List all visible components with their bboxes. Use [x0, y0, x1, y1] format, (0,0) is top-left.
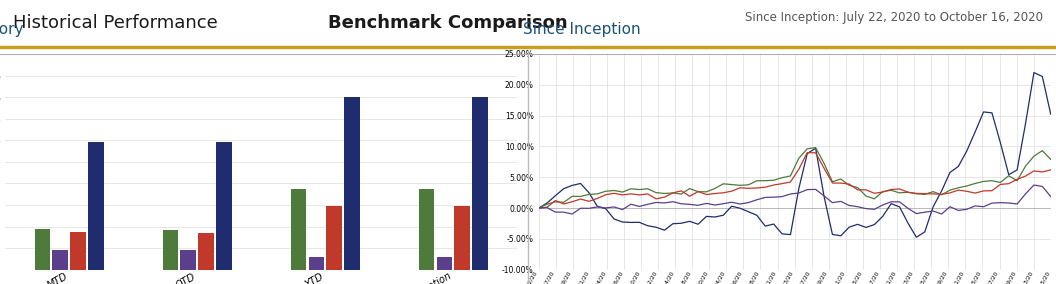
Text: Historical Performance: Historical Performance [13, 14, 223, 32]
Bar [290, 189, 306, 270]
Bar [53, 250, 69, 270]
Bar [436, 257, 452, 270]
Bar [89, 143, 105, 270]
Bar [418, 189, 434, 270]
Text: Benchmark Comparison: Benchmark Comparison [328, 14, 568, 32]
Bar [35, 229, 51, 270]
Bar [326, 206, 342, 270]
Bar [454, 206, 470, 270]
Bar [344, 97, 360, 270]
Bar [199, 233, 214, 270]
Text: Since Inception: July 22, 2020 to October 16, 2020: Since Inception: July 22, 2020 to Octobe… [746, 11, 1043, 24]
Bar [163, 230, 178, 270]
Text: History: History [0, 22, 24, 37]
Text: Since Inception: Since Inception [523, 22, 641, 37]
Bar [216, 143, 232, 270]
Bar [71, 232, 87, 270]
Bar [308, 257, 324, 270]
Bar [472, 97, 488, 270]
Bar [181, 250, 196, 270]
